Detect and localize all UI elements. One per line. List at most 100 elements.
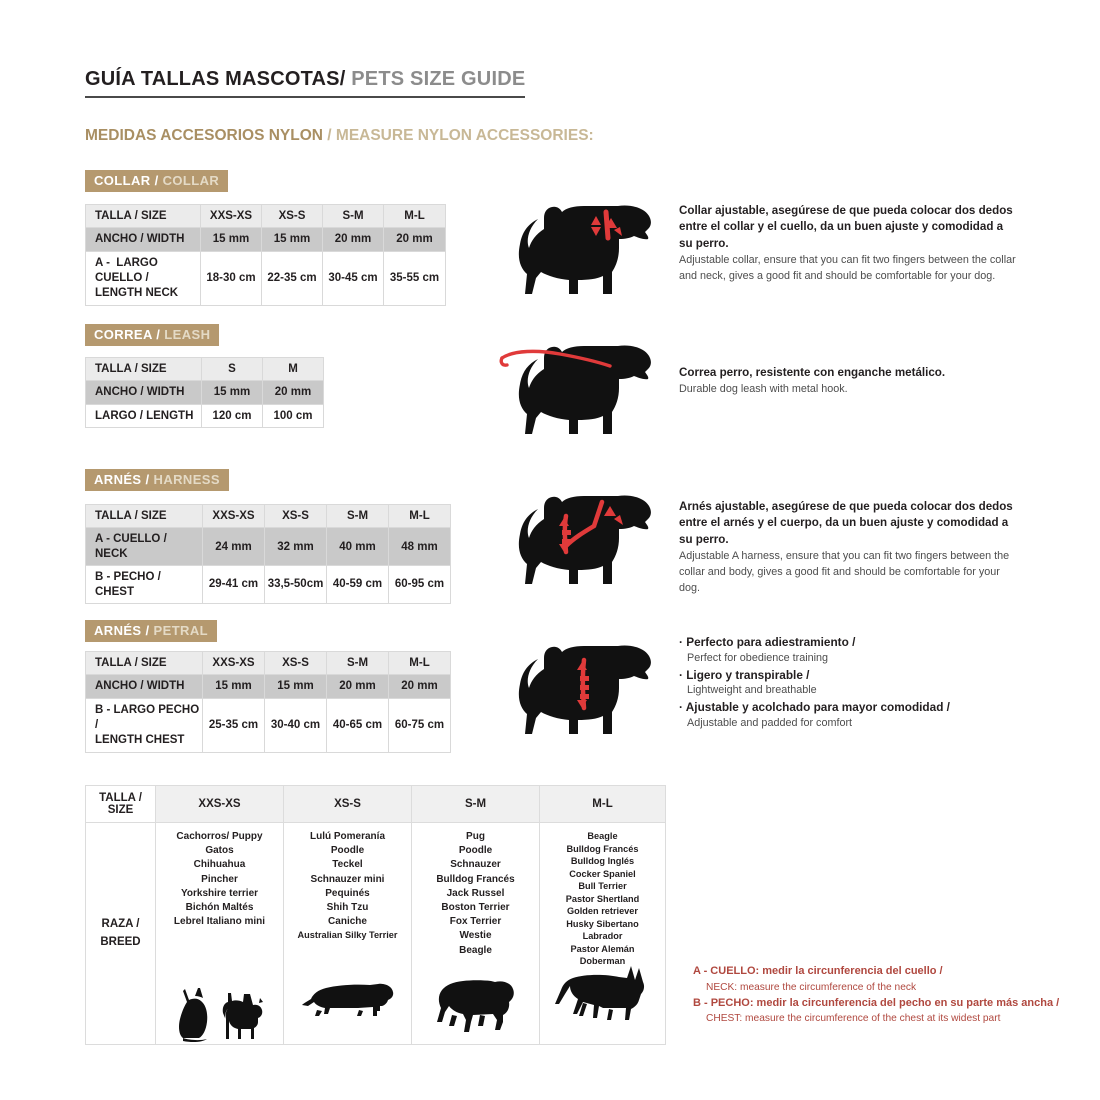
list-item: Shih Tzu	[326, 902, 369, 914]
list-item: Cachorros/ Puppy	[176, 831, 263, 843]
table-row: RAZA / BREED Cachorros/ Puppy Gatos Chih…	[85, 822, 666, 1045]
list-item: Pastor Alemán	[570, 943, 635, 954]
col-header-size: TALLA / SIZE	[85, 356, 202, 382]
cell-neck-xs-s: 32 mm	[264, 527, 327, 567]
list-item: Schnauzer	[450, 859, 501, 871]
list-item: Labrador	[582, 931, 623, 942]
list-item: Gatos	[205, 845, 234, 857]
benefit-2-es: · Ligero y transpirable /	[679, 667, 810, 682]
xxs-xs-silhouettes	[158, 981, 281, 1043]
list-item: Bulldog Inglés	[570, 856, 635, 867]
benefit-3-en: Adjustable and padded for comfort	[687, 716, 853, 729]
col-header-xs-s: XS-S	[261, 203, 323, 229]
row-label-breed: RAZA / BREED	[85, 822, 156, 1045]
cell-chest-xs-s: 30-40 cm	[264, 697, 327, 753]
cell-width-m: 20 mm	[262, 380, 324, 405]
row-label-neck: A - CUELLO / NECK	[85, 527, 203, 567]
cell-neck-m-l: 35-55 cm	[383, 250, 446, 306]
list-item: · Ajustable y acolchado para mayor comod…	[679, 699, 1029, 731]
cell-chest-s-m: 40-59 cm	[326, 565, 389, 604]
list-item: Golden retriever	[567, 906, 638, 917]
cell-width-s: 15 mm	[201, 380, 263, 405]
cell-neck-xs-s: 22-35 cm	[261, 250, 323, 306]
section-label-collar-en: COLLAR	[162, 173, 220, 188]
leash-size-table: TALLA / SIZE S M ANCHO / WIDTH 15 mm 20 …	[85, 356, 324, 429]
cell-width-s-m: 20 mm	[326, 674, 389, 699]
harness-dog-illustration	[518, 495, 651, 584]
list-item: Bulldog Francés	[436, 873, 515, 885]
list-item: · Perfecto para adiestramiento / Perfect…	[679, 634, 1029, 666]
table-row: A - CUELLO / NECK 24 mm 32 mm 40 mm 48 m…	[85, 527, 451, 567]
list-item: Husky Sibertano	[566, 918, 639, 929]
collar-description: Collar ajustable, asegúrese de que pueda…	[679, 203, 1019, 285]
section-label-collar: COLLAR / COLLAR	[85, 170, 229, 192]
col-header-xs-s: XS-S	[283, 784, 412, 824]
list-item: Bichón Maltés	[185, 902, 254, 914]
col-header-xxs-xs: XXS-XS	[202, 650, 265, 676]
harness-description-en: Adjustable A harness, ensure that you ca…	[679, 550, 1010, 594]
xs-s-silhouette	[286, 978, 409, 1026]
leash-description-es: Correa perro, resistente con enganche me…	[679, 366, 946, 379]
breed-cell-xs-s: Lulú Pomeranía Poodle Teckel Schnauzer m…	[283, 822, 412, 1045]
benefit-1-en: Perfect for obedience training	[687, 651, 829, 664]
list-item: Poodle	[458, 845, 493, 857]
cell-neck-m-l: 48 mm	[388, 527, 451, 567]
petral-benefits-list: · Perfecto para adiestramiento / Perfect…	[679, 634, 1029, 732]
col-header-size: TALLA / SIZE	[85, 203, 201, 229]
col-header-xs-s: XS-S	[264, 503, 327, 529]
measurement-legend: A - CUELLO: medir la circunferencia del …	[693, 963, 1059, 1027]
table-row: TALLA / SIZE XXS-XS XS-S S-M M-L	[85, 784, 666, 824]
row-label-width: ANCHO / WIDTH	[85, 674, 203, 699]
col-header-m-l: M-L	[539, 784, 666, 824]
cell-chest-m-l: 60-75 cm	[388, 697, 451, 753]
s-m-silhouette	[414, 978, 537, 1042]
table-row: LARGO / LENGTH 120 cm 100 cm	[85, 403, 324, 429]
legend-chest-en: CHEST: measure the circumference of the …	[706, 1013, 1001, 1025]
col-header-s-m: S-M	[326, 650, 389, 676]
section-label-harness-en: HARNESS	[153, 472, 220, 487]
doberman-icon	[554, 965, 644, 1020]
col-header-xxs-xs: XXS-XS	[200, 203, 262, 229]
page-title-es: GUÍA TALLAS MASCOTAS/	[85, 68, 346, 90]
breed-size-table: TALLA / SIZE XXS-XS XS-S S-M M-L RAZA / …	[85, 784, 666, 1045]
list-item: Poodle	[330, 845, 365, 857]
col-header-m-l: M-L	[388, 650, 451, 676]
section-label-collar-es: COLLAR /	[94, 173, 163, 188]
row-label-width: ANCHO / WIDTH	[85, 227, 201, 252]
cell-width-xxs-xs: 15 mm	[200, 227, 262, 252]
col-header-s: S	[201, 356, 263, 382]
benefit-3-es: · Ajustable y acolchado para mayor comod…	[679, 700, 950, 715]
col-header-m: M	[262, 356, 324, 382]
cell-neck-s-m: 30-45 cm	[322, 250, 384, 306]
m-l-silhouette	[542, 964, 663, 1030]
list-item: Bull Terrier	[578, 881, 627, 892]
list-item: Pequinés	[325, 887, 370, 899]
harness-size-table: TALLA / SIZE XXS-XS XS-S S-M M-L A - CUE…	[85, 503, 451, 604]
list-item: Beagle	[587, 831, 618, 842]
table-row: TALLA / SIZE XXS-XS XS-S S-M M-L	[85, 650, 451, 676]
cell-width-m-l: 20 mm	[383, 227, 446, 252]
col-header-m-l: M-L	[383, 203, 446, 229]
collar-size-table: TALLA / SIZE XXS-XS XS-S S-M M-L ANCHO /…	[85, 203, 446, 306]
list-item: Lulú Pomeranía	[309, 831, 385, 843]
breed-cell-xxs-xs: Cachorros/ Puppy Gatos Chihuahua Pincher…	[155, 822, 284, 1045]
cell-length-m: 100 cm	[262, 403, 324, 429]
cat-icon	[178, 988, 207, 1043]
row-label-neck-length: A - LARGO CUELLO / LENGTH NECK	[85, 250, 201, 306]
col-header-xxs-xs: XXS-XS	[202, 503, 265, 529]
cell-chest-xxs-xs: 29-41 cm	[202, 565, 265, 604]
section-label-petral: ARNÉS / PETRAL	[85, 620, 217, 642]
page-title: GUÍA TALLAS MASCOTAS/ PETS SIZE GUIDE	[85, 68, 526, 98]
cell-width-xs-s: 15 mm	[264, 674, 327, 699]
section-subtitle: MEDIDAS ACCESORIOS NYLON / MEASURE NYLON…	[85, 127, 594, 145]
section-label-leash: CORREA / LEASH	[85, 324, 220, 346]
list-item: · Ligero y transpirable / Lightweight an…	[679, 667, 1029, 699]
section-label-harness: ARNÉS / HARNESS	[85, 469, 229, 491]
list-item: Australian Silky Terrier	[297, 930, 398, 941]
list-item: Pug	[466, 831, 485, 843]
leash-description: Correa perro, resistente con enganche me…	[679, 365, 1019, 398]
dachshund-icon	[301, 983, 393, 1016]
breed-cell-m-l: Beagle Bulldog Francés Bulldog Inglés Co…	[539, 822, 666, 1045]
collar-dog-illustration	[518, 205, 651, 294]
harness-description-es: Arnés ajustable, asegúrese de que pueda …	[679, 500, 1013, 546]
